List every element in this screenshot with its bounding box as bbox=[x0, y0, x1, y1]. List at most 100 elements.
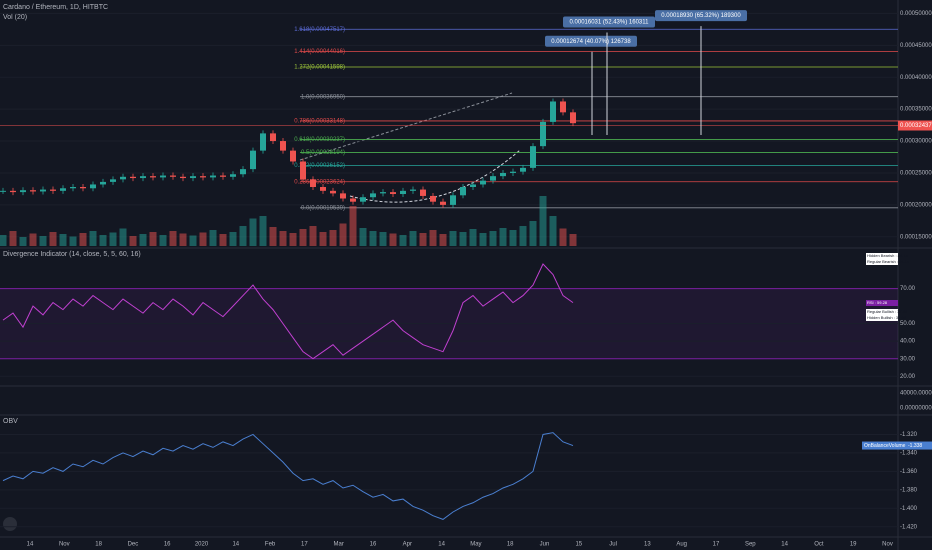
candle bbox=[550, 101, 556, 122]
volume-bar bbox=[279, 231, 287, 246]
candle bbox=[410, 189, 416, 191]
volume-bar bbox=[139, 234, 147, 246]
time-label: 18 bbox=[507, 542, 514, 548]
logo-button[interactable] bbox=[3, 517, 17, 531]
candle bbox=[490, 176, 496, 181]
candle bbox=[10, 190, 16, 193]
candle bbox=[50, 189, 56, 191]
candle bbox=[40, 189, 46, 192]
candle bbox=[310, 179, 316, 188]
candle bbox=[340, 193, 346, 199]
time-label: 13 bbox=[644, 542, 651, 548]
rsi-tick-label: 20.00 bbox=[900, 374, 916, 380]
volume-bar bbox=[439, 234, 447, 246]
candle bbox=[480, 180, 486, 185]
time-label: Oct bbox=[814, 542, 824, 548]
candle bbox=[470, 184, 476, 188]
divergence-title: Divergence Indicator (14, close, 5, 5, 6… bbox=[3, 251, 141, 258]
volume-bar bbox=[509, 230, 517, 246]
time-label: Nov bbox=[882, 542, 893, 548]
fib-label: 0.618(0.00030237) bbox=[294, 137, 345, 143]
time-label: Aug bbox=[676, 542, 687, 548]
candle bbox=[570, 112, 576, 124]
candle bbox=[30, 190, 36, 192]
candle bbox=[370, 193, 376, 198]
volume-bar bbox=[259, 216, 267, 246]
candle bbox=[70, 187, 76, 189]
candle bbox=[440, 201, 446, 205]
volume-bar bbox=[179, 233, 187, 246]
volume-bar bbox=[249, 218, 257, 246]
fib-label: 1.0(0.00036950) bbox=[301, 94, 345, 100]
legend-box bbox=[866, 253, 898, 259]
candle bbox=[240, 169, 246, 175]
volume-bar bbox=[149, 232, 157, 246]
volume-bar bbox=[569, 234, 577, 246]
volume-title: Vol (20) bbox=[3, 14, 27, 21]
candle bbox=[390, 192, 396, 195]
volume-bar bbox=[539, 196, 547, 246]
candle bbox=[280, 141, 286, 151]
volume-bar bbox=[29, 233, 37, 246]
obv-tick-label: -1.400 bbox=[900, 506, 918, 512]
volume-bar bbox=[479, 233, 487, 246]
volume-bar bbox=[189, 235, 197, 246]
candle bbox=[90, 184, 96, 189]
time-label: Sep bbox=[745, 542, 756, 548]
candle bbox=[20, 190, 26, 193]
measure-label: 0.00016031 (52.43%) 160311 bbox=[570, 20, 650, 26]
candle bbox=[120, 176, 126, 180]
curve-drawing bbox=[349, 149, 521, 203]
obv-tick-label: -1.380 bbox=[900, 487, 918, 493]
fib-label: 1.272(0.00041598) bbox=[294, 65, 345, 71]
volume-bar bbox=[289, 233, 297, 246]
measure-label: 0.00012674 (40.07%) 126738 bbox=[551, 39, 631, 45]
measure-box bbox=[655, 10, 747, 22]
volume-bar bbox=[119, 228, 127, 246]
candle bbox=[100, 181, 106, 185]
candle bbox=[180, 176, 186, 179]
volume-bar bbox=[519, 226, 527, 246]
volume-bar bbox=[299, 229, 307, 246]
volume-bar bbox=[229, 232, 237, 246]
fib-label: 0.382(0.00026152) bbox=[294, 163, 345, 169]
volume-bar bbox=[99, 235, 107, 246]
fib-label: 0.0(0.00019539) bbox=[301, 205, 345, 211]
candle bbox=[170, 175, 176, 177]
volume-bar bbox=[79, 233, 87, 246]
obv-tick-label: -1.340 bbox=[900, 451, 918, 457]
obv-tick-label: -1.360 bbox=[900, 469, 918, 475]
volume-bar bbox=[459, 232, 467, 246]
candle bbox=[230, 174, 236, 177]
candle bbox=[250, 150, 256, 170]
time-label: Jul bbox=[609, 542, 617, 548]
volume-bar bbox=[449, 231, 457, 246]
volume-bar bbox=[209, 230, 217, 246]
time-label: 15 bbox=[575, 542, 582, 548]
price-tick-label: 0.00015000 bbox=[900, 234, 932, 240]
candle bbox=[290, 150, 296, 162]
volume-bar bbox=[399, 235, 407, 246]
price-tick-label: 0.00025000 bbox=[900, 171, 932, 177]
symbol-title: Cardano / Ethereum, 1D, HITBTC bbox=[3, 4, 108, 11]
time-label: 14 bbox=[27, 542, 34, 548]
volume-bar bbox=[0, 235, 7, 246]
volume-bar bbox=[409, 231, 417, 246]
candle bbox=[540, 121, 546, 147]
time-label: 19 bbox=[850, 542, 857, 548]
volume-bar bbox=[359, 228, 367, 246]
obv-tick-label: -1.320 bbox=[900, 432, 918, 438]
volume-bar bbox=[89, 231, 97, 246]
candle bbox=[160, 175, 166, 178]
volume-bar bbox=[129, 236, 137, 246]
volume-bar bbox=[349, 206, 357, 246]
time-label: 14 bbox=[438, 542, 445, 548]
candle bbox=[560, 101, 566, 113]
price-tick-label: 0.00030000 bbox=[900, 139, 932, 145]
current-price-label: 0.00032437 bbox=[900, 123, 932, 129]
time-label: 16 bbox=[164, 542, 171, 548]
rsi-tick-label: 50.00 bbox=[900, 321, 916, 327]
price-tick-label: 0.00050000 bbox=[900, 11, 932, 17]
legend-box bbox=[866, 259, 898, 265]
candle bbox=[110, 179, 116, 182]
